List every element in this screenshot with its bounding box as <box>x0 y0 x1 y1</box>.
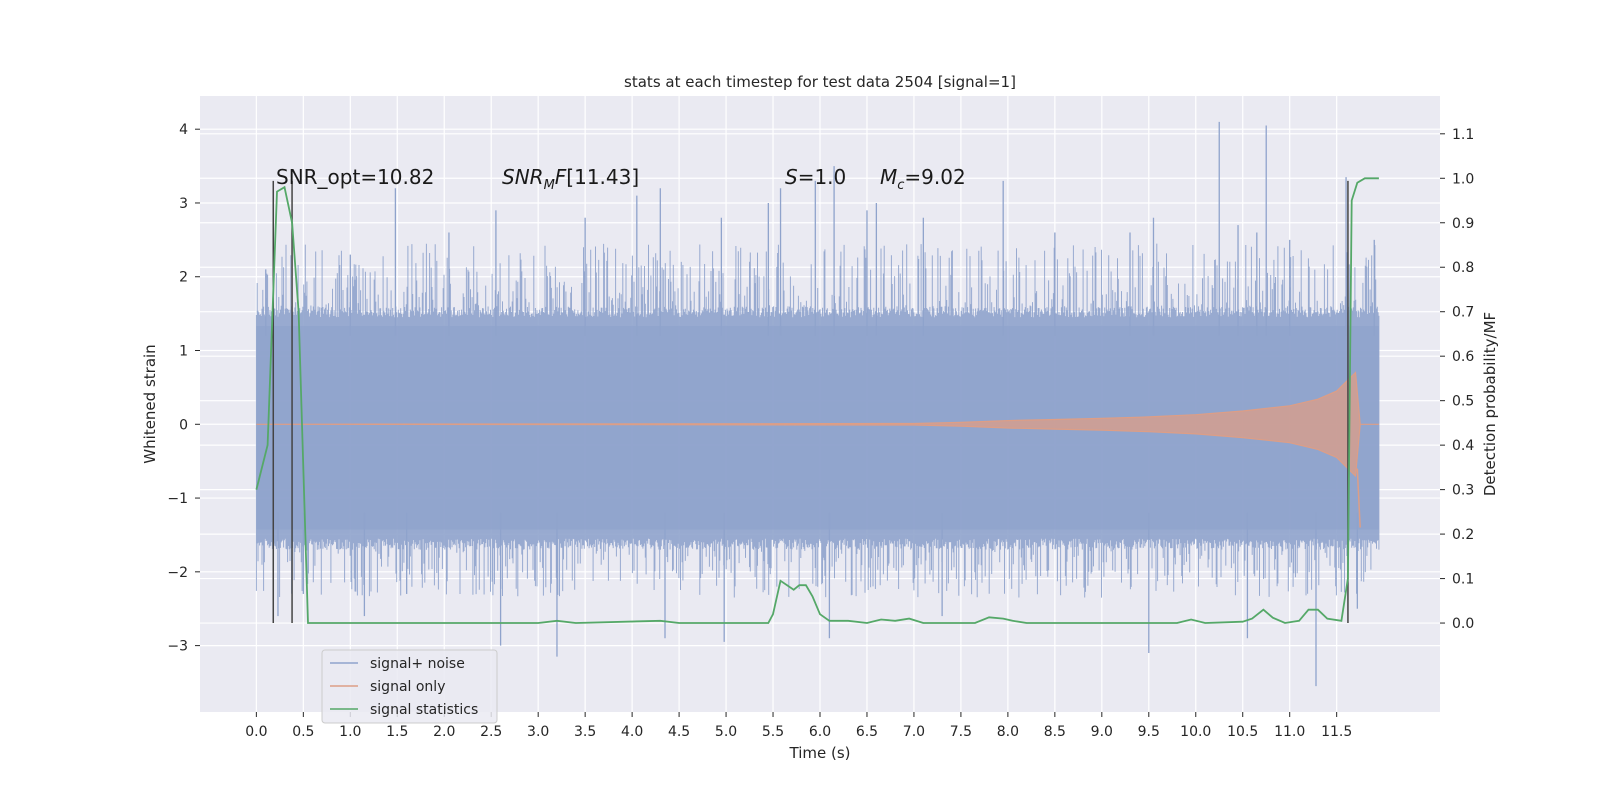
plot-area <box>255 121 1380 687</box>
signal-noise-line <box>255 243 1380 598</box>
signal-only-tail <box>1356 468 1361 528</box>
annotation-s-value: =1.0 <box>798 165 847 189</box>
x-tick-label: 9.0 <box>1091 724 1113 740</box>
legend: signal+ noise signal only signal statist… <box>321 649 498 724</box>
annotation-snr-opt: SNR_opt=10.82 <box>276 165 434 189</box>
x-tick-label: 6.5 <box>856 724 878 740</box>
y-tick-label-left: 4 <box>179 122 188 138</box>
y-tick-label-left: 0 <box>179 417 188 433</box>
y-tick-label-left: −1 <box>167 491 188 507</box>
y-tick-label-left: 1 <box>179 344 188 360</box>
x-tick-label: 6.0 <box>809 724 831 740</box>
legend-label-signal-noise: signal+ noise <box>370 656 465 672</box>
chart-title: stats at each timestep for test data 250… <box>624 73 1016 91</box>
y-tick-label-right: 0.5 <box>1452 394 1474 410</box>
x-tick-label: 7.5 <box>950 724 972 740</box>
y-tick-label-right: 1.1 <box>1452 127 1474 143</box>
x-axis-label: Time (s) <box>789 744 851 762</box>
y-tick-label-right: 0.6 <box>1452 349 1474 365</box>
axes: 0.0 0.5 1.0 1.5 2.0 2.5 3.0 3.5 4.0 4.5 5.0 5.5 6.0 6… <box>167 122 1474 740</box>
x-tick-label: 10.0 <box>1180 724 1211 740</box>
y-tick-label-right: 0.3 <box>1452 483 1474 499</box>
y-tick-label-left: −3 <box>167 639 188 655</box>
signal-statistics-line <box>255 177 1379 624</box>
y-tick-label-right: 1.0 <box>1452 171 1474 187</box>
x-tick-label: 2.0 <box>433 724 455 740</box>
x-tick-label: 1.0 <box>339 724 361 740</box>
y-axis-label-left: Whitened strain <box>141 344 159 463</box>
y-axis-label-right: Detection probability/MF <box>1481 312 1499 496</box>
legend-label-signal-statistics: signal statistics <box>370 702 478 718</box>
y-tick-label-right: 0.1 <box>1452 572 1474 588</box>
x-tick-label: 8.5 <box>1044 724 1066 740</box>
signal-only-line <box>256 371 1379 478</box>
y-tick-label-left: 3 <box>179 196 188 212</box>
x-tick-label: 4.5 <box>668 724 690 740</box>
x-tick-label: 2.5 <box>480 724 502 740</box>
x-tick-label: 10.5 <box>1227 724 1258 740</box>
x-tick-label: 1.5 <box>386 724 408 740</box>
x-tick-label: 5.0 <box>715 724 737 740</box>
annotation-s: S=1.0 <box>785 165 846 189</box>
legend-box <box>321 649 498 724</box>
y-tick-label-right: 0.2 <box>1452 527 1474 543</box>
x-tick-label: 7.0 <box>903 724 925 740</box>
annotation-snr-mf: SNRMF[11.43] <box>502 165 639 193</box>
x-tick-label: 0.0 <box>245 724 267 740</box>
x-tick-label: 0.5 <box>292 724 314 740</box>
y-tick-label-left: 2 <box>179 270 188 286</box>
y-tick-label-right: 0.7 <box>1452 305 1474 321</box>
annotation-mc: Mc=9.02 <box>880 165 966 193</box>
legend-label-signal-only: signal only <box>370 679 445 695</box>
x-tick-label: 9.5 <box>1138 724 1160 740</box>
x-tick-label: 4.0 <box>621 724 643 740</box>
y-tick-label-left: −2 <box>167 565 188 581</box>
annotation-snr-mf-value: [11.43] <box>566 165 639 189</box>
x-tick-label: 5.5 <box>762 724 784 740</box>
annotation-mc-value: =9.02 <box>904 165 965 189</box>
y-tick-label-right: 0.9 <box>1452 216 1474 232</box>
x-tick-label: 3.5 <box>574 724 596 740</box>
y-tick-label-right: 0.4 <box>1452 438 1474 454</box>
x-tick-label: 8.0 <box>997 724 1019 740</box>
y-tick-label-right: 0.8 <box>1452 260 1474 276</box>
x-tick-label: 3.0 <box>527 724 549 740</box>
y-tick-label-right: 0.0 <box>1452 616 1474 632</box>
x-tick-label: 11.5 <box>1321 724 1352 740</box>
x-tick-label: 11.0 <box>1274 724 1305 740</box>
